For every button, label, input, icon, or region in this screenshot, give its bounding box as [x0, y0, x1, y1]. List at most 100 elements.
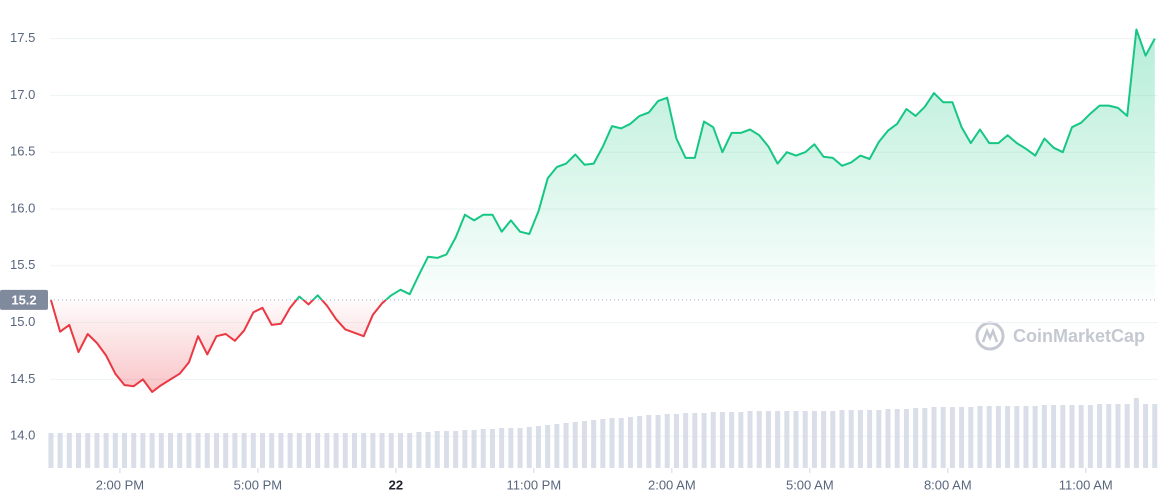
volume-bar — [940, 407, 946, 468]
volume-bar — [1051, 405, 1057, 468]
volume-bar — [535, 426, 541, 468]
volume-bar — [1023, 406, 1029, 468]
volume-bar — [471, 430, 477, 468]
x-tick-label: 5:00 PM — [234, 477, 282, 492]
volume-bar — [489, 429, 495, 468]
volume-bar — [213, 433, 219, 468]
watermark-text: CoinMarketCap — [1013, 326, 1145, 346]
volume-bar — [241, 433, 247, 468]
volume-bar — [269, 433, 275, 468]
volume-bar — [931, 407, 937, 468]
volume-bar — [223, 433, 229, 468]
watermark-logo-m — [981, 327, 999, 343]
price-area — [50, 29, 1155, 392]
volume-bar — [453, 431, 459, 468]
volume-bar — [407, 433, 413, 468]
volume-bar — [839, 410, 845, 468]
y-tick-label: 16.0 — [10, 200, 35, 215]
volume-bar — [683, 413, 689, 468]
volume-bar — [738, 412, 744, 468]
volume-bar — [204, 433, 210, 468]
x-tick-label: 22 — [389, 477, 403, 492]
volume-bar — [701, 413, 707, 468]
volume-bar — [259, 433, 265, 468]
volume-bar — [821, 411, 827, 468]
volume-bar — [195, 433, 201, 468]
volume-bar — [756, 411, 762, 468]
volume-bar — [480, 429, 486, 468]
volume-bar — [729, 412, 735, 468]
volume-bar — [517, 428, 523, 468]
volume-bar — [600, 419, 606, 468]
volume-bar — [903, 409, 909, 468]
volume-bar — [278, 433, 284, 468]
volume-bar — [747, 411, 753, 468]
y-tick-label: 17.5 — [10, 30, 35, 45]
y-tick-label: 14.0 — [10, 428, 35, 443]
volume-bar — [112, 433, 118, 468]
watermark: CoinMarketCap — [975, 321, 1145, 351]
baseline-label: 15.2 — [11, 292, 36, 307]
volume-bar — [103, 433, 109, 468]
volume-bar — [793, 411, 799, 468]
volume-bar — [673, 414, 679, 468]
volume-bar — [1115, 404, 1121, 468]
volume-bar — [315, 433, 321, 468]
volume-bar — [627, 417, 633, 468]
volume-bar — [232, 433, 238, 468]
volume-bar — [1106, 404, 1112, 468]
volume-bar — [811, 411, 817, 468]
volume-bar — [922, 408, 928, 468]
x-tick-label: 8:00 AM — [924, 477, 972, 492]
volume-bar — [1078, 405, 1084, 468]
volume-bar — [434, 431, 440, 468]
volume-bar — [443, 431, 449, 468]
volume-bar — [397, 433, 403, 468]
volume-bar — [48, 433, 54, 468]
volume-bar — [416, 432, 422, 468]
volume-bar — [572, 422, 578, 468]
volume-bar — [655, 415, 661, 468]
volume-bar — [351, 433, 357, 468]
y-tick-label: 14.5 — [10, 371, 35, 386]
volume-bar — [949, 407, 955, 468]
volume-bar — [1041, 405, 1047, 468]
volume-bar — [1143, 404, 1149, 468]
volume-bar — [462, 430, 468, 468]
volume-bar — [876, 410, 882, 468]
y-tick-label: 16.5 — [10, 144, 35, 159]
volume-bar — [508, 428, 514, 468]
volume-bar — [581, 421, 587, 468]
volume-bar — [710, 412, 716, 468]
volume-bar — [158, 433, 164, 468]
volume-bar — [637, 416, 643, 468]
volume-bar — [775, 411, 781, 468]
volume-bar — [995, 406, 1001, 468]
volume-bar — [287, 433, 293, 468]
volume-bar — [94, 433, 100, 468]
volume-bar — [1133, 398, 1139, 468]
baseline-label-box — [0, 289, 48, 310]
volume-bar — [85, 433, 91, 468]
volume-bar — [1005, 406, 1011, 468]
volume-bar — [977, 406, 983, 468]
y-tick-label: 15.5 — [10, 257, 35, 272]
volume-bar — [959, 407, 965, 468]
y-tick-label: 15.0 — [10, 314, 35, 329]
volume-bar — [177, 433, 183, 468]
volume-bar — [122, 433, 128, 468]
volume-bar — [140, 433, 146, 468]
volume-bar — [1032, 406, 1038, 468]
volume-bar — [1097, 404, 1103, 468]
volume-bar — [57, 433, 63, 468]
volume-bar — [131, 433, 137, 468]
volume-bar — [609, 418, 615, 468]
volume-bar — [66, 433, 72, 468]
volume-bar — [324, 433, 330, 468]
x-tick-label: 2:00 PM — [96, 477, 144, 492]
price-line — [49, 28, 1156, 393]
volume-bar — [646, 415, 652, 468]
volume-bar — [305, 433, 311, 468]
volume-bar — [913, 408, 919, 468]
